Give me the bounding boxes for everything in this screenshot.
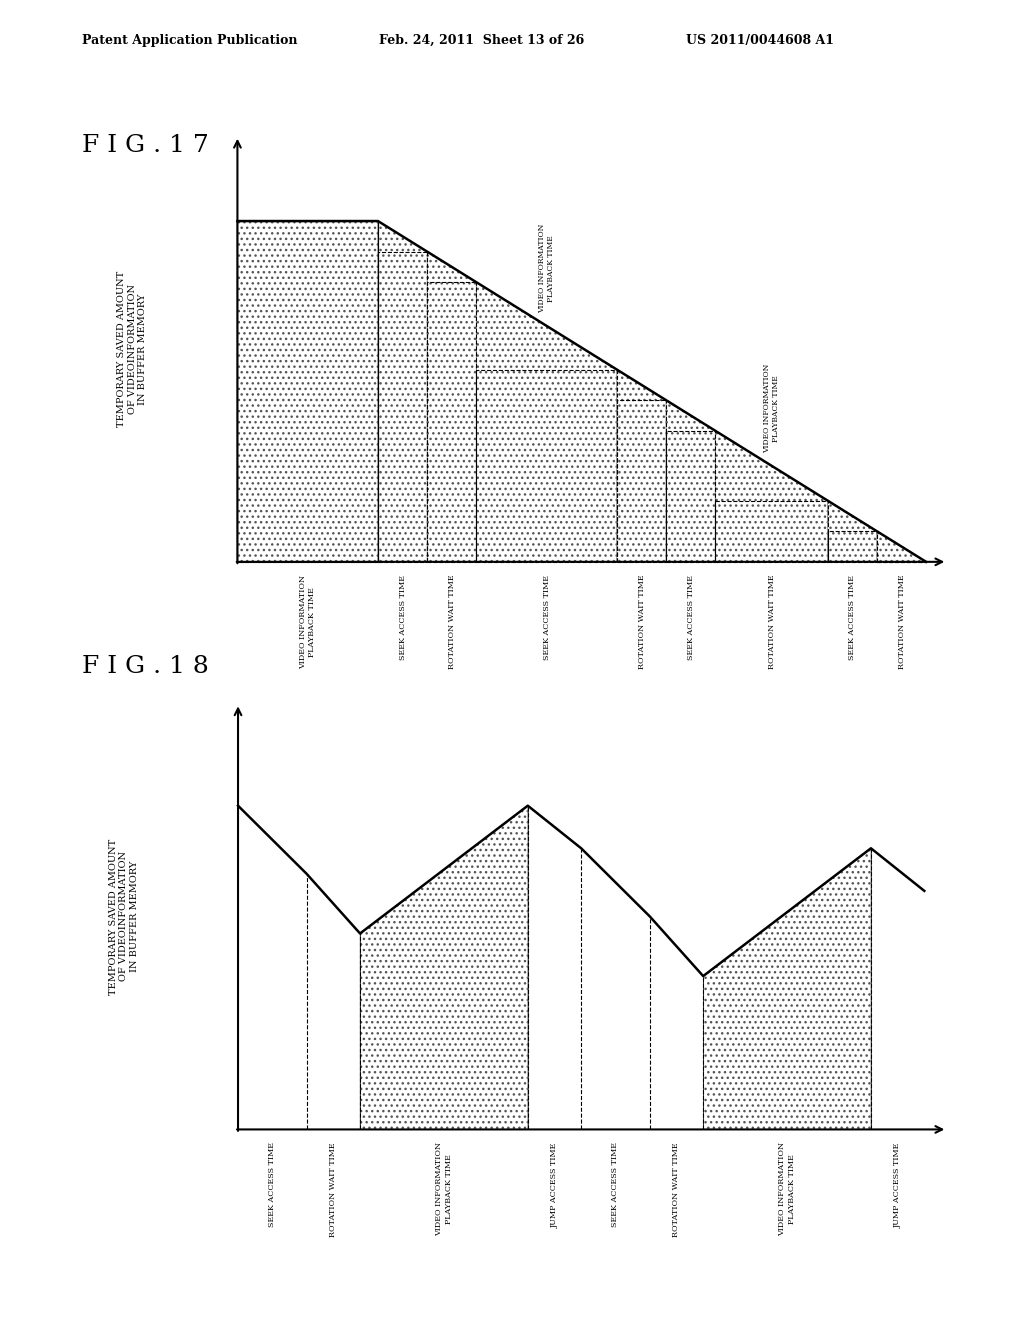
Text: VIDEO INFORMATION
PLAYBACK TIME: VIDEO INFORMATION PLAYBACK TIME [299, 574, 316, 669]
Text: F I G . 1 8: F I G . 1 8 [82, 655, 209, 678]
Text: SEEK ACCESS TIME: SEEK ACCESS TIME [848, 574, 856, 660]
Text: SEEK ACCESS TIME: SEEK ACCESS TIME [398, 574, 407, 660]
Text: ROTATION WAIT TIME: ROTATION WAIT TIME [768, 574, 775, 669]
Text: SEEK ACCESS TIME: SEEK ACCESS TIME [543, 574, 551, 660]
Text: Feb. 24, 2011  Sheet 13 of 26: Feb. 24, 2011 Sheet 13 of 26 [379, 33, 584, 46]
Bar [616, 400, 666, 562]
Bar [476, 370, 616, 562]
Text: TEMPORARY SAVED AMOUNT
OF VIDEOINFORMATION
IN BUFFER MEMORY: TEMPORARY SAVED AMOUNT OF VIDEOINFORMATI… [117, 271, 146, 426]
Text: VIDEO INFORMATION
PLAYBACK TIME: VIDEO INFORMATION PLAYBACK TIME [778, 1142, 796, 1237]
Bar [378, 252, 427, 562]
Text: ROTATION WAIT TIME: ROTATION WAIT TIME [897, 574, 905, 669]
Text: ROTATION WAIT TIME: ROTATION WAIT TIME [673, 1142, 681, 1237]
Text: VIDEO INFORMATION
PLAYBACK TIME: VIDEO INFORMATION PLAYBACK TIME [435, 1142, 453, 1237]
Bar [716, 500, 827, 562]
Text: ROTATION WAIT TIME: ROTATION WAIT TIME [330, 1142, 337, 1237]
Text: TEMPORARY SAVED AMOUNT
OF VIDEOINFORMATION
IN BUFFER MEMORY: TEMPORARY SAVED AMOUNT OF VIDEOINFORMATI… [109, 838, 138, 994]
Text: SEEK ACCESS TIME: SEEK ACCESS TIME [268, 1142, 276, 1228]
Text: SEEK ACCESS TIME: SEEK ACCESS TIME [687, 574, 694, 660]
Text: JUMP ACCESS TIME: JUMP ACCESS TIME [551, 1142, 558, 1228]
Text: JUMP ACCESS TIME: JUMP ACCESS TIME [894, 1142, 902, 1228]
Bar [427, 282, 476, 562]
Text: ROTATION WAIT TIME: ROTATION WAIT TIME [638, 574, 645, 669]
Bar [827, 531, 877, 562]
Text: VIDEO INFORMATION
PLAYBACK TIME: VIDEO INFORMATION PLAYBACK TIME [538, 224, 555, 313]
Text: SEEK ACCESS TIME: SEEK ACCESS TIME [611, 1142, 620, 1228]
Text: US 2011/0044608 A1: US 2011/0044608 A1 [686, 33, 835, 46]
Text: VIDEO INFORMATION
PLAYBACK TIME: VIDEO INFORMATION PLAYBACK TIME [763, 363, 780, 453]
Bar [666, 430, 716, 562]
Text: Patent Application Publication: Patent Application Publication [82, 33, 297, 46]
Text: ROTATION WAIT TIME: ROTATION WAIT TIME [447, 574, 456, 669]
Text: F I G . 1 7: F I G . 1 7 [82, 133, 209, 157]
